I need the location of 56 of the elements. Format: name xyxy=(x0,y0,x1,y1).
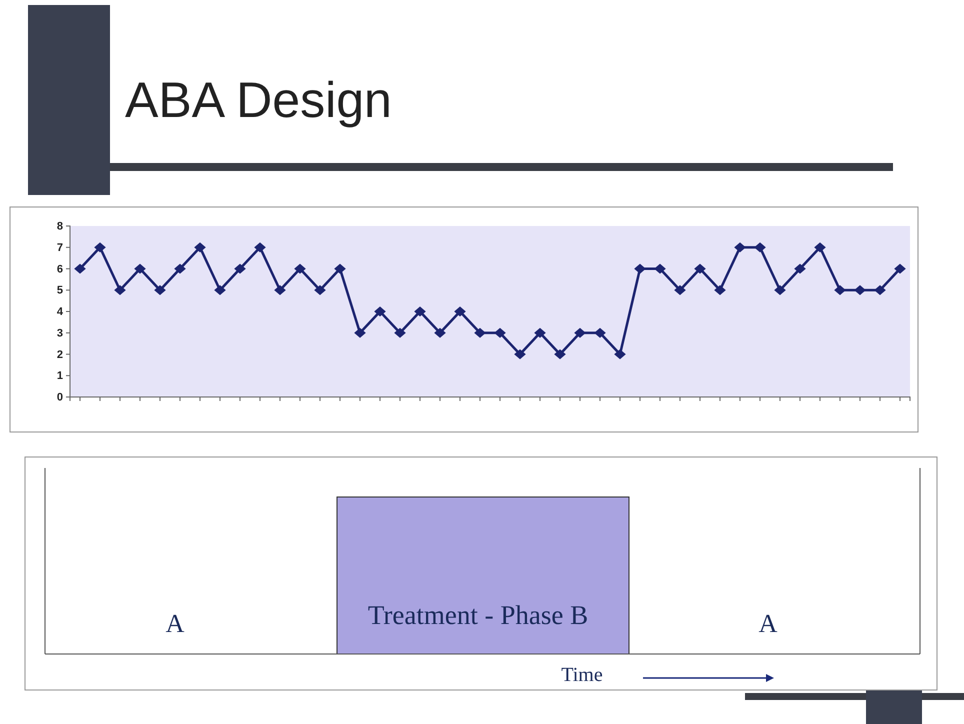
point xyxy=(274,285,286,296)
point xyxy=(514,349,526,360)
point xyxy=(334,264,346,274)
point xyxy=(214,285,226,296)
point xyxy=(874,285,886,296)
point xyxy=(374,306,386,317)
y-tick-label: 8 xyxy=(56,220,63,233)
point xyxy=(154,285,166,296)
point xyxy=(74,264,86,274)
point xyxy=(754,242,766,252)
point xyxy=(94,242,106,252)
point xyxy=(314,285,326,296)
point xyxy=(714,285,726,296)
point xyxy=(434,328,446,338)
y-tick-label: 0 xyxy=(56,392,63,404)
y-tick-label: 2 xyxy=(56,348,63,361)
y-tick-label: 1 xyxy=(56,370,63,382)
point xyxy=(534,328,546,338)
point xyxy=(634,264,646,274)
y-tick-label: 7 xyxy=(56,242,63,254)
point xyxy=(114,285,126,296)
text: Time xyxy=(561,664,603,686)
point xyxy=(894,264,906,274)
point xyxy=(254,242,266,252)
point xyxy=(654,264,666,274)
text: A xyxy=(166,609,185,638)
point xyxy=(354,328,366,338)
point xyxy=(674,285,686,296)
point xyxy=(194,242,206,252)
point xyxy=(734,242,746,252)
y-tick-label: 5 xyxy=(56,284,63,297)
point xyxy=(794,264,806,274)
point xyxy=(594,328,606,338)
point xyxy=(474,328,486,338)
point xyxy=(414,306,426,317)
point xyxy=(554,349,566,360)
point xyxy=(774,285,786,296)
point xyxy=(494,328,506,338)
chart-title: ABA Design xyxy=(125,72,392,128)
point xyxy=(574,328,586,338)
point xyxy=(234,264,246,274)
point xyxy=(134,264,146,274)
y-tick-label: 6 xyxy=(56,263,63,276)
point xyxy=(614,349,626,360)
y-tick-label: 3 xyxy=(56,327,63,340)
point xyxy=(694,264,706,274)
point xyxy=(834,285,846,296)
text: Treatment - Phase B xyxy=(368,600,588,630)
y-tick-label: 4 xyxy=(56,306,64,318)
point xyxy=(294,264,306,274)
point xyxy=(394,328,406,338)
point xyxy=(454,306,466,317)
point xyxy=(814,242,826,252)
point xyxy=(174,264,186,274)
point xyxy=(854,285,866,296)
text: A xyxy=(758,609,778,638)
